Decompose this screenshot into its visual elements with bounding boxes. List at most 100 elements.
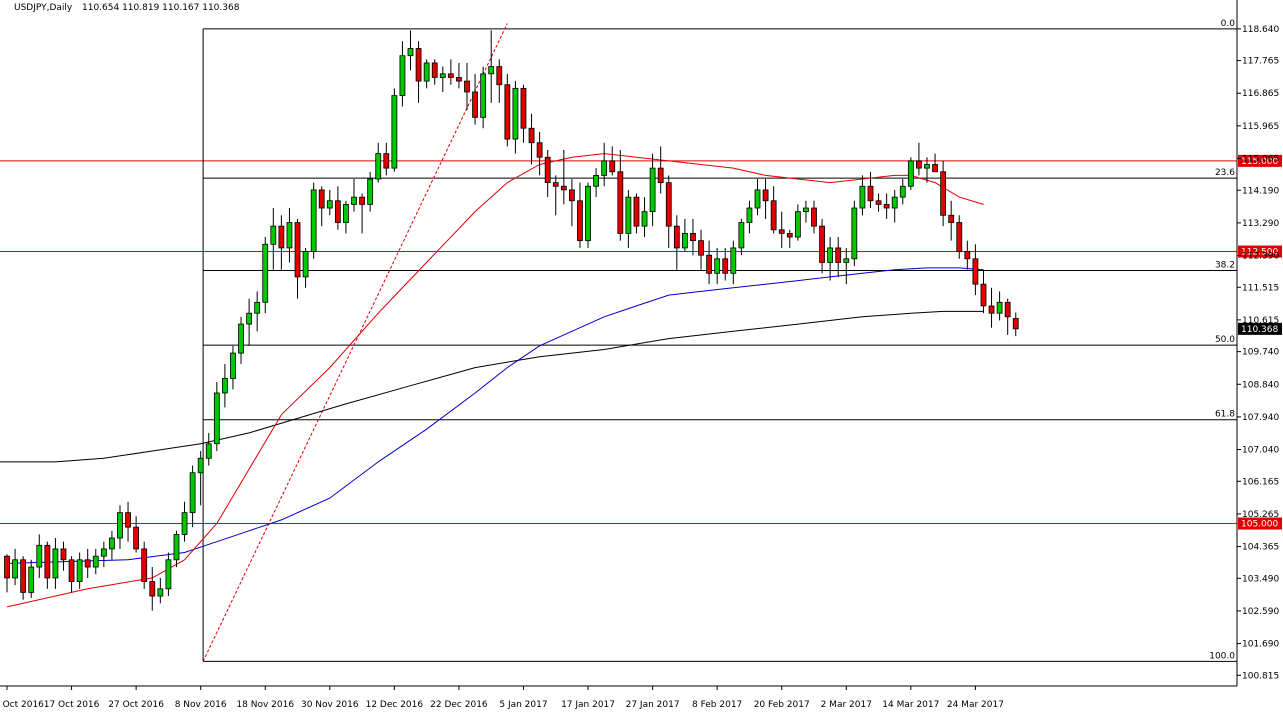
time-tick-label: 22 Dec 2016 — [430, 700, 488, 710]
candle-body-bullish — [52, 548, 59, 579]
candle-body-bearish — [415, 48, 422, 82]
candle-body-bearish — [496, 66, 503, 86]
candle-body-bullish — [117, 512, 123, 539]
axes-layer: 118.640 117.765 116.865 115.965 115.065 114.1… — [0, 0, 1282, 710]
candle-body-bullish — [197, 457, 204, 474]
candle-body-bearish — [988, 305, 995, 314]
price-tick-label: 104.365 — [1242, 543, 1279, 553]
candle-body-bearish — [68, 559, 75, 582]
candle-body-bullish — [181, 512, 188, 535]
candle-body-bullish — [302, 251, 309, 278]
price-tick-label: 109.740 — [1242, 348, 1279, 358]
candle-body-bearish — [835, 247, 842, 263]
fib-level-label: 50.0 — [1215, 335, 1235, 345]
candle-body-bullish — [100, 548, 107, 557]
candle-body-bearish — [940, 171, 947, 216]
candle-body-bullish — [488, 66, 495, 75]
candle-body-bullish — [803, 207, 809, 213]
candle-body-bearish — [4, 555, 10, 579]
chart-symbol-title: USDJPY,Daily — [14, 3, 73, 13]
candles-layer — [4, 30, 1019, 611]
candle-body-bullish — [246, 312, 253, 325]
candle-body-bearish — [698, 240, 704, 256]
candle-body-bearish — [609, 160, 616, 173]
candle-body-bearish — [552, 182, 559, 187]
candle-body-bearish — [916, 160, 922, 169]
candle-body-bullish — [326, 200, 333, 209]
candle-body-bearish — [1012, 318, 1019, 330]
candle-body-bullish — [512, 87, 519, 140]
candle-body-bullish — [423, 62, 430, 82]
candle-body-bullish — [28, 566, 35, 593]
candle-body-bearish — [278, 225, 285, 249]
candle-body-bearish — [883, 203, 890, 209]
candle-body-bullish — [891, 196, 898, 209]
price-tick-label: 116.865 — [1242, 89, 1279, 99]
candle-body-bearish — [569, 189, 575, 202]
price-tick-label: 106.165 — [1242, 477, 1279, 487]
time-tick-label: 24 Mar 2017 — [947, 700, 1004, 710]
time-tick-label: 27 Jan 2017 — [626, 700, 680, 710]
candle-body-bearish — [577, 200, 583, 242]
candle-body-bullish — [827, 247, 834, 263]
candle-body-bullish — [310, 189, 317, 252]
candle-body-bearish — [875, 200, 882, 205]
candle-body-bearish — [334, 200, 341, 223]
candle-body-bullish — [286, 222, 293, 249]
candle-body-bearish — [528, 127, 535, 144]
moving-average-red-line — [6, 153, 984, 608]
price-level-tag-label: 112.500 — [1241, 248, 1278, 258]
time-tick-label: 14 Mar 2017 — [882, 700, 939, 710]
candle-body-bearish — [60, 548, 67, 561]
time-tick-label: 27 Oct 2016 — [108, 700, 164, 710]
price-tick-label: 105.265 — [1242, 510, 1279, 520]
fib-trend-line — [202, 23, 508, 662]
price-tick-label: 114.190 — [1242, 186, 1279, 196]
candle-body-bullish — [270, 225, 277, 245]
moving-average-black-line — [0, 310, 984, 463]
candle-body-bearish — [657, 167, 664, 184]
candle-body-bullish — [407, 48, 414, 57]
candle-body-bullish — [262, 243, 269, 303]
candle-body-bullish — [439, 73, 446, 78]
time-tick-label: 17 Jan 2017 — [561, 700, 615, 710]
candle-body-bullish — [899, 185, 906, 198]
candle-body-bullish — [189, 472, 196, 514]
candle-body-bullish — [92, 555, 99, 568]
time-tick-label: 2 Mar 2017 — [821, 700, 872, 710]
candle-body-bearish — [811, 207, 817, 227]
candle-body-bearish — [948, 214, 955, 223]
candle-body-bullish — [996, 301, 1003, 314]
candle-body-bullish — [859, 185, 866, 209]
candle-body-bearish — [456, 77, 462, 82]
candle-body-bullish — [843, 258, 850, 263]
price-tick-label: 111.515 — [1242, 283, 1279, 293]
price-tick-label: 115.065 — [1242, 155, 1279, 165]
price-tick-label: 117.765 — [1242, 57, 1279, 67]
candle-body-bullish — [157, 588, 164, 597]
candle-body-bearish — [133, 526, 140, 550]
candle-body-bearish — [690, 233, 696, 242]
time-tick-label: 12 Dec 2016 — [366, 700, 424, 710]
candle-body-bullish — [165, 559, 172, 590]
moving-averages-layer — [0, 153, 984, 608]
candle-body-bearish — [504, 84, 511, 140]
candle-body-bullish — [907, 160, 914, 187]
candle-body-bearish — [149, 581, 156, 597]
candle-body-bearish — [294, 222, 301, 278]
price-level-tag — [1238, 245, 1282, 258]
candle-body-bearish — [956, 222, 963, 252]
fib-level-label: 0.0 — [1221, 19, 1236, 29]
candle-body-bearish — [544, 156, 551, 184]
candle-body-bullish — [601, 160, 608, 176]
candle-body-bearish — [464, 80, 470, 93]
candle-body-bearish — [762, 189, 769, 202]
fibonacci-layer: 0.0 23.6 38.2 50.0 61.8 100.0 — [202, 19, 1237, 662]
time-tick-label: 30 Nov 2016 — [301, 700, 359, 710]
candle-body-bearish — [359, 196, 365, 205]
candle-body-bearish — [318, 189, 325, 209]
price-level-tag — [1238, 154, 1282, 167]
price-tick-label: 112.390 — [1242, 252, 1279, 262]
